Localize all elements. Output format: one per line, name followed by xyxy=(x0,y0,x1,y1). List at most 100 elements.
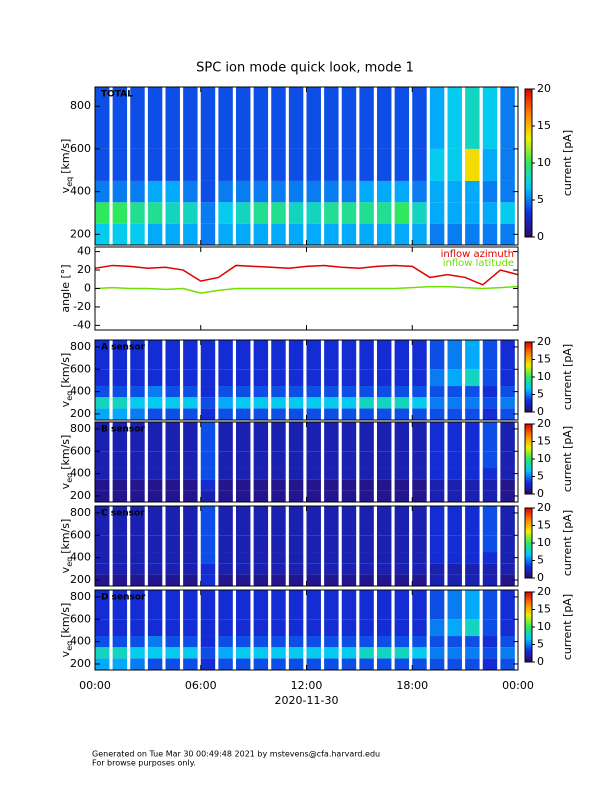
plot-area xyxy=(95,422,515,502)
heatmap-cell xyxy=(306,408,321,420)
heatmap-cell xyxy=(500,87,515,149)
heatmap-cell xyxy=(447,202,462,224)
heatmap-cell xyxy=(429,535,445,553)
heatmap-cell xyxy=(112,590,128,620)
heatmap-cell xyxy=(236,552,251,564)
heatmap-cell xyxy=(377,148,392,181)
heatmap-cell xyxy=(341,340,357,370)
heatmap-cell xyxy=(218,574,233,586)
heatmap-cell xyxy=(412,636,427,648)
footer-line: For browse purposes only. xyxy=(92,759,196,768)
heatmap-cell xyxy=(394,468,410,480)
heatmap-cell xyxy=(236,535,251,553)
heatmap-cell xyxy=(394,535,410,553)
heatmap-cell xyxy=(130,397,145,409)
heatmap-cell xyxy=(482,408,498,420)
heatmap-cell xyxy=(183,658,198,670)
y-axis-label: veq [km/s] xyxy=(59,519,74,574)
y-axis-label: veq [km/s] xyxy=(59,139,74,194)
heatmap-cell xyxy=(288,87,304,149)
heatmap-cell xyxy=(412,180,427,203)
heatmap-cell xyxy=(147,451,163,469)
heatmap-cell xyxy=(183,468,198,480)
heatmap-cell xyxy=(429,408,445,420)
heatmap-cell xyxy=(482,535,498,553)
heatmap-cell xyxy=(112,408,128,420)
heatmap-cell xyxy=(447,451,462,469)
heatmap-cell xyxy=(130,180,145,203)
heatmap-cell xyxy=(218,397,233,409)
heatmap-cell xyxy=(324,658,339,670)
heatmap-cell xyxy=(288,658,304,670)
heatmap-cell xyxy=(218,506,233,536)
heatmap-cell xyxy=(271,535,286,553)
heatmap-cell xyxy=(218,563,233,575)
panel: 0 5 10 15 20 current [pA] A sensor veq [km/s] 200… xyxy=(59,335,574,421)
heatmap-cell xyxy=(465,397,480,409)
heatmap-cell xyxy=(412,479,427,491)
plot-area xyxy=(95,264,518,294)
heatmap-cell xyxy=(200,369,216,387)
heatmap-cell xyxy=(112,422,128,452)
heatmap-cell xyxy=(253,535,269,553)
heatmap-cell xyxy=(200,563,216,575)
heatmap-cell xyxy=(183,490,198,502)
heatmap-cell xyxy=(112,619,128,637)
heatmap-cell xyxy=(377,386,392,398)
heatmap-cell xyxy=(359,468,374,480)
heatmap-cell xyxy=(288,422,304,452)
heatmap-cell xyxy=(200,552,216,564)
heatmap-cell xyxy=(112,340,128,370)
heatmap-cell xyxy=(429,386,445,398)
heatmap-cell xyxy=(271,87,286,149)
heatmap-cell xyxy=(183,636,198,648)
heatmap-cell xyxy=(482,180,498,203)
heatmap-cell xyxy=(236,636,251,648)
heatmap-cell xyxy=(324,397,339,409)
heatmap-cell xyxy=(236,647,251,659)
heatmap-cell xyxy=(377,369,392,387)
heatmap-cell xyxy=(341,535,357,553)
heatmap-cell xyxy=(359,369,374,387)
heatmap-cell xyxy=(377,422,392,452)
colorbar-tick-label: 20 xyxy=(537,335,551,348)
heatmap-cell xyxy=(218,87,233,149)
heatmap-cell xyxy=(200,490,216,502)
heatmap-cell xyxy=(236,180,251,203)
heatmap-cell xyxy=(271,148,286,181)
heatmap-cell xyxy=(394,340,410,370)
heatmap-cell xyxy=(183,479,198,491)
series-line xyxy=(95,285,518,294)
plot-area xyxy=(95,87,515,245)
heatmap-cell xyxy=(95,180,110,203)
heatmap-cell xyxy=(341,386,357,398)
heatmap-cell xyxy=(377,552,392,564)
heatmap-cell xyxy=(359,574,374,586)
heatmap-cell xyxy=(482,468,498,480)
heatmap-cell xyxy=(271,590,286,620)
heatmap-cell xyxy=(112,479,128,491)
heatmap-cell xyxy=(394,422,410,452)
colorbar-label: current [pA] xyxy=(561,510,574,576)
heatmap-cell xyxy=(341,148,357,181)
heatmap-cell xyxy=(200,340,216,370)
heatmap-cell xyxy=(288,386,304,398)
heatmap-cell xyxy=(324,535,339,553)
heatmap-cell xyxy=(500,563,515,575)
heatmap-cell xyxy=(147,408,163,420)
heatmap-cell xyxy=(394,408,410,420)
heatmap-cell xyxy=(482,340,498,370)
heatmap-cell xyxy=(482,563,498,575)
heatmap-cell xyxy=(183,340,198,370)
heatmap-cell xyxy=(359,479,374,491)
heatmap-cell xyxy=(447,223,462,245)
heatmap-cell xyxy=(147,490,163,502)
heatmap-cell xyxy=(112,506,128,536)
heatmap-cell xyxy=(359,397,374,409)
heatmap-cell xyxy=(394,490,410,502)
heatmap-cell xyxy=(200,574,216,586)
chart-title: SPC ion mode quick look, mode 1 xyxy=(196,61,414,76)
heatmap-cell xyxy=(253,369,269,387)
heatmap-cell xyxy=(359,202,374,224)
heatmap-cell xyxy=(465,202,480,224)
